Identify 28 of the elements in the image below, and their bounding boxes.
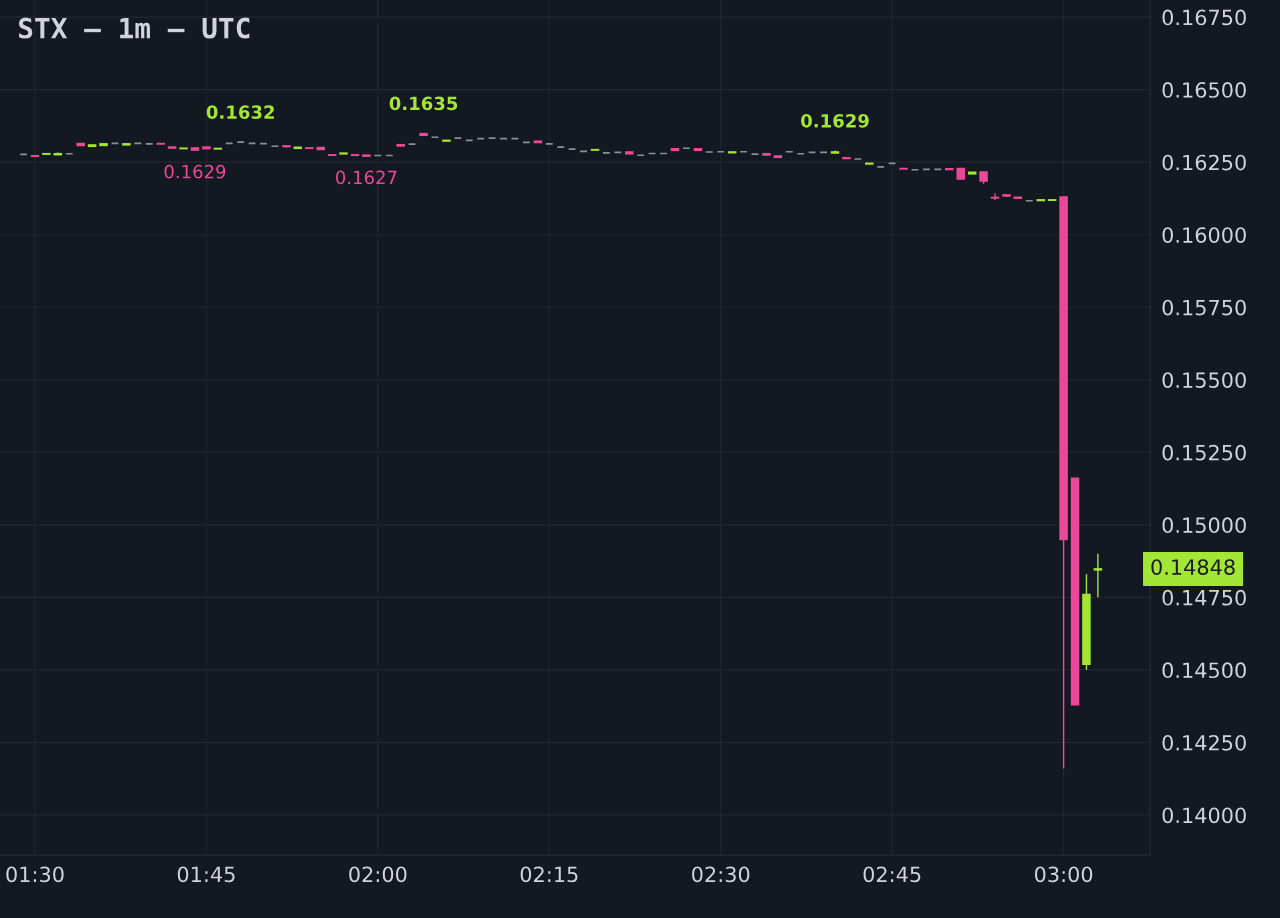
annotation: 0.1629 bbox=[801, 113, 869, 128]
y-tick-label: 0.16000 bbox=[1162, 227, 1246, 243]
x-tick-label: 02:00 bbox=[349, 866, 407, 883]
x-tick-label: 01:45 bbox=[177, 866, 235, 883]
x-tick-label: 02:45 bbox=[863, 866, 921, 883]
annotation: 0.1629 bbox=[164, 164, 226, 179]
y-tick-label: 0.14000 bbox=[1162, 807, 1246, 824]
y-tick-label: 0.15250 bbox=[1162, 444, 1246, 461]
y-tick-label: 0.14750 bbox=[1162, 589, 1246, 606]
x-tick-label: 03:00 bbox=[1034, 866, 1093, 883]
y-tick-label: 0.16250 bbox=[1162, 154, 1246, 171]
y-tick-label: 0.16750 bbox=[1162, 9, 1246, 26]
annotation: 0.1627 bbox=[336, 170, 397, 185]
annotation: 0.14848 bbox=[1151, 559, 1235, 575]
annotation: 0.1635 bbox=[389, 96, 458, 111]
candlestick bbox=[990, 192, 1000, 201]
y-tick-label: 0.14250 bbox=[1162, 734, 1246, 751]
x-tick-label: 01:30 bbox=[6, 866, 64, 883]
y-tick-label: 0.15000 bbox=[1162, 517, 1246, 534]
text: STX — 1m — UTC bbox=[19, 17, 250, 39]
candlestick bbox=[1093, 553, 1103, 599]
x-tick-label: 02:15 bbox=[520, 866, 578, 883]
y-tick-label: 0.15500 bbox=[1162, 372, 1246, 388]
y-tick-label: 0.15750 bbox=[1162, 299, 1246, 316]
x-tick-label: 02:30 bbox=[692, 866, 750, 883]
annotation: 0.1632 bbox=[206, 105, 274, 119]
y-tick-label: 0.16500 bbox=[1162, 82, 1246, 98]
y-tick-label: 0.14500 bbox=[1162, 662, 1246, 679]
